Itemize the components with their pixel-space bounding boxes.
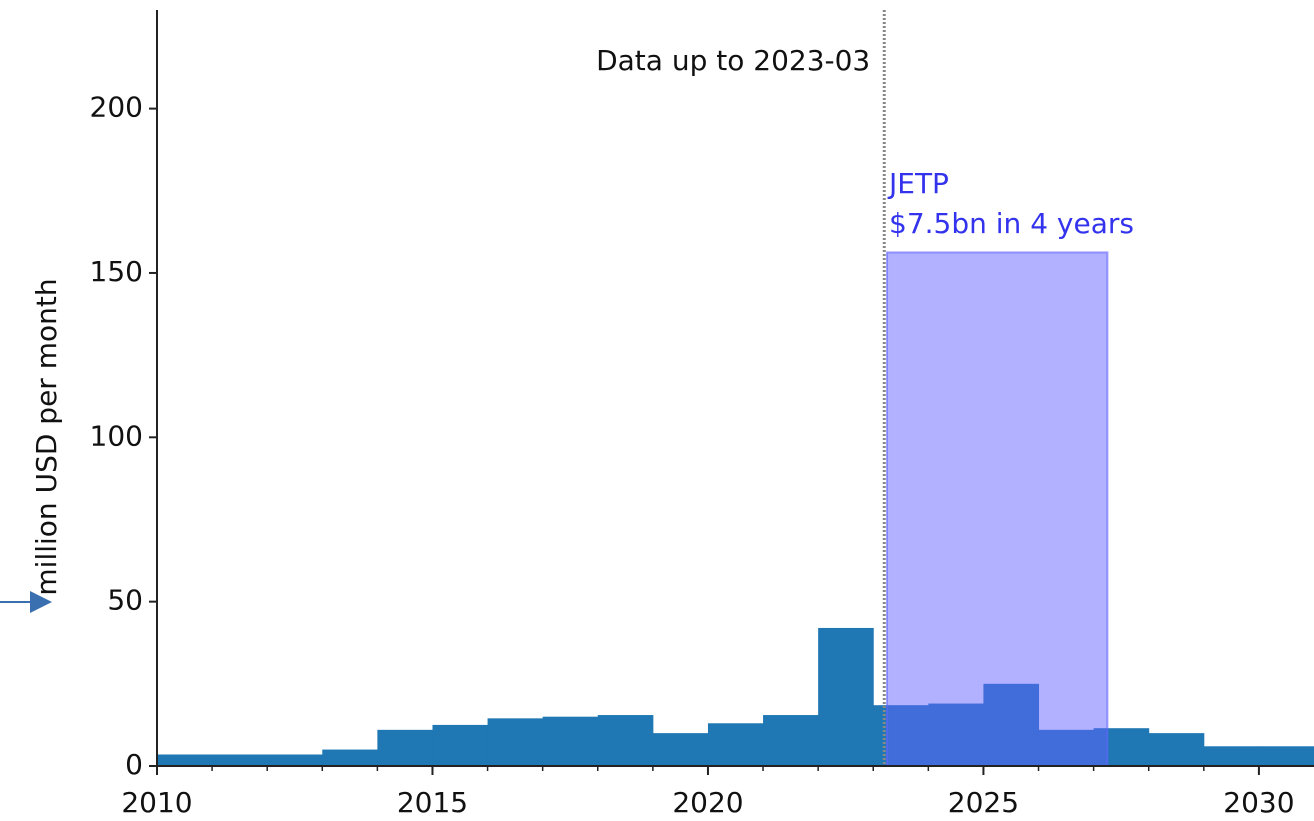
area-step [818,627,874,766]
area-step [597,715,654,766]
x-tick-label: 2020 [672,786,743,819]
y-tick-label: 50 [107,584,143,617]
area-step [432,724,489,766]
x-tick-label: 2010 [121,786,192,819]
x-tick-label: 2030 [1223,786,1294,819]
cutoff-label: Data up to 2023-03 [596,44,870,77]
y-axis-label: million USD per month [30,278,63,595]
area-step [212,754,268,766]
area-step [542,716,599,766]
area-step [322,749,378,766]
y-tick-label: 0 [125,748,143,781]
area-step [267,754,323,766]
area-step [377,729,433,766]
area-step [1258,746,1314,766]
y-tick-label: 200 [90,91,143,124]
jetp-sublabel: $7.5bn in 4 years [889,207,1134,240]
jetp-label: JETP [887,167,949,200]
x-tick-label: 2015 [397,786,468,819]
area-step [1203,746,1260,766]
y-tick-label: 150 [90,255,143,288]
x-tick-label: 2025 [948,786,1019,819]
area-step [487,718,544,766]
pointer-arrow [0,591,52,613]
area-step [1148,733,1205,766]
area-step [157,754,213,766]
area-step [652,733,709,766]
jetp-box [886,251,1109,768]
area-step [707,723,764,766]
area-step [763,715,819,766]
y-tick-label: 100 [90,419,143,452]
